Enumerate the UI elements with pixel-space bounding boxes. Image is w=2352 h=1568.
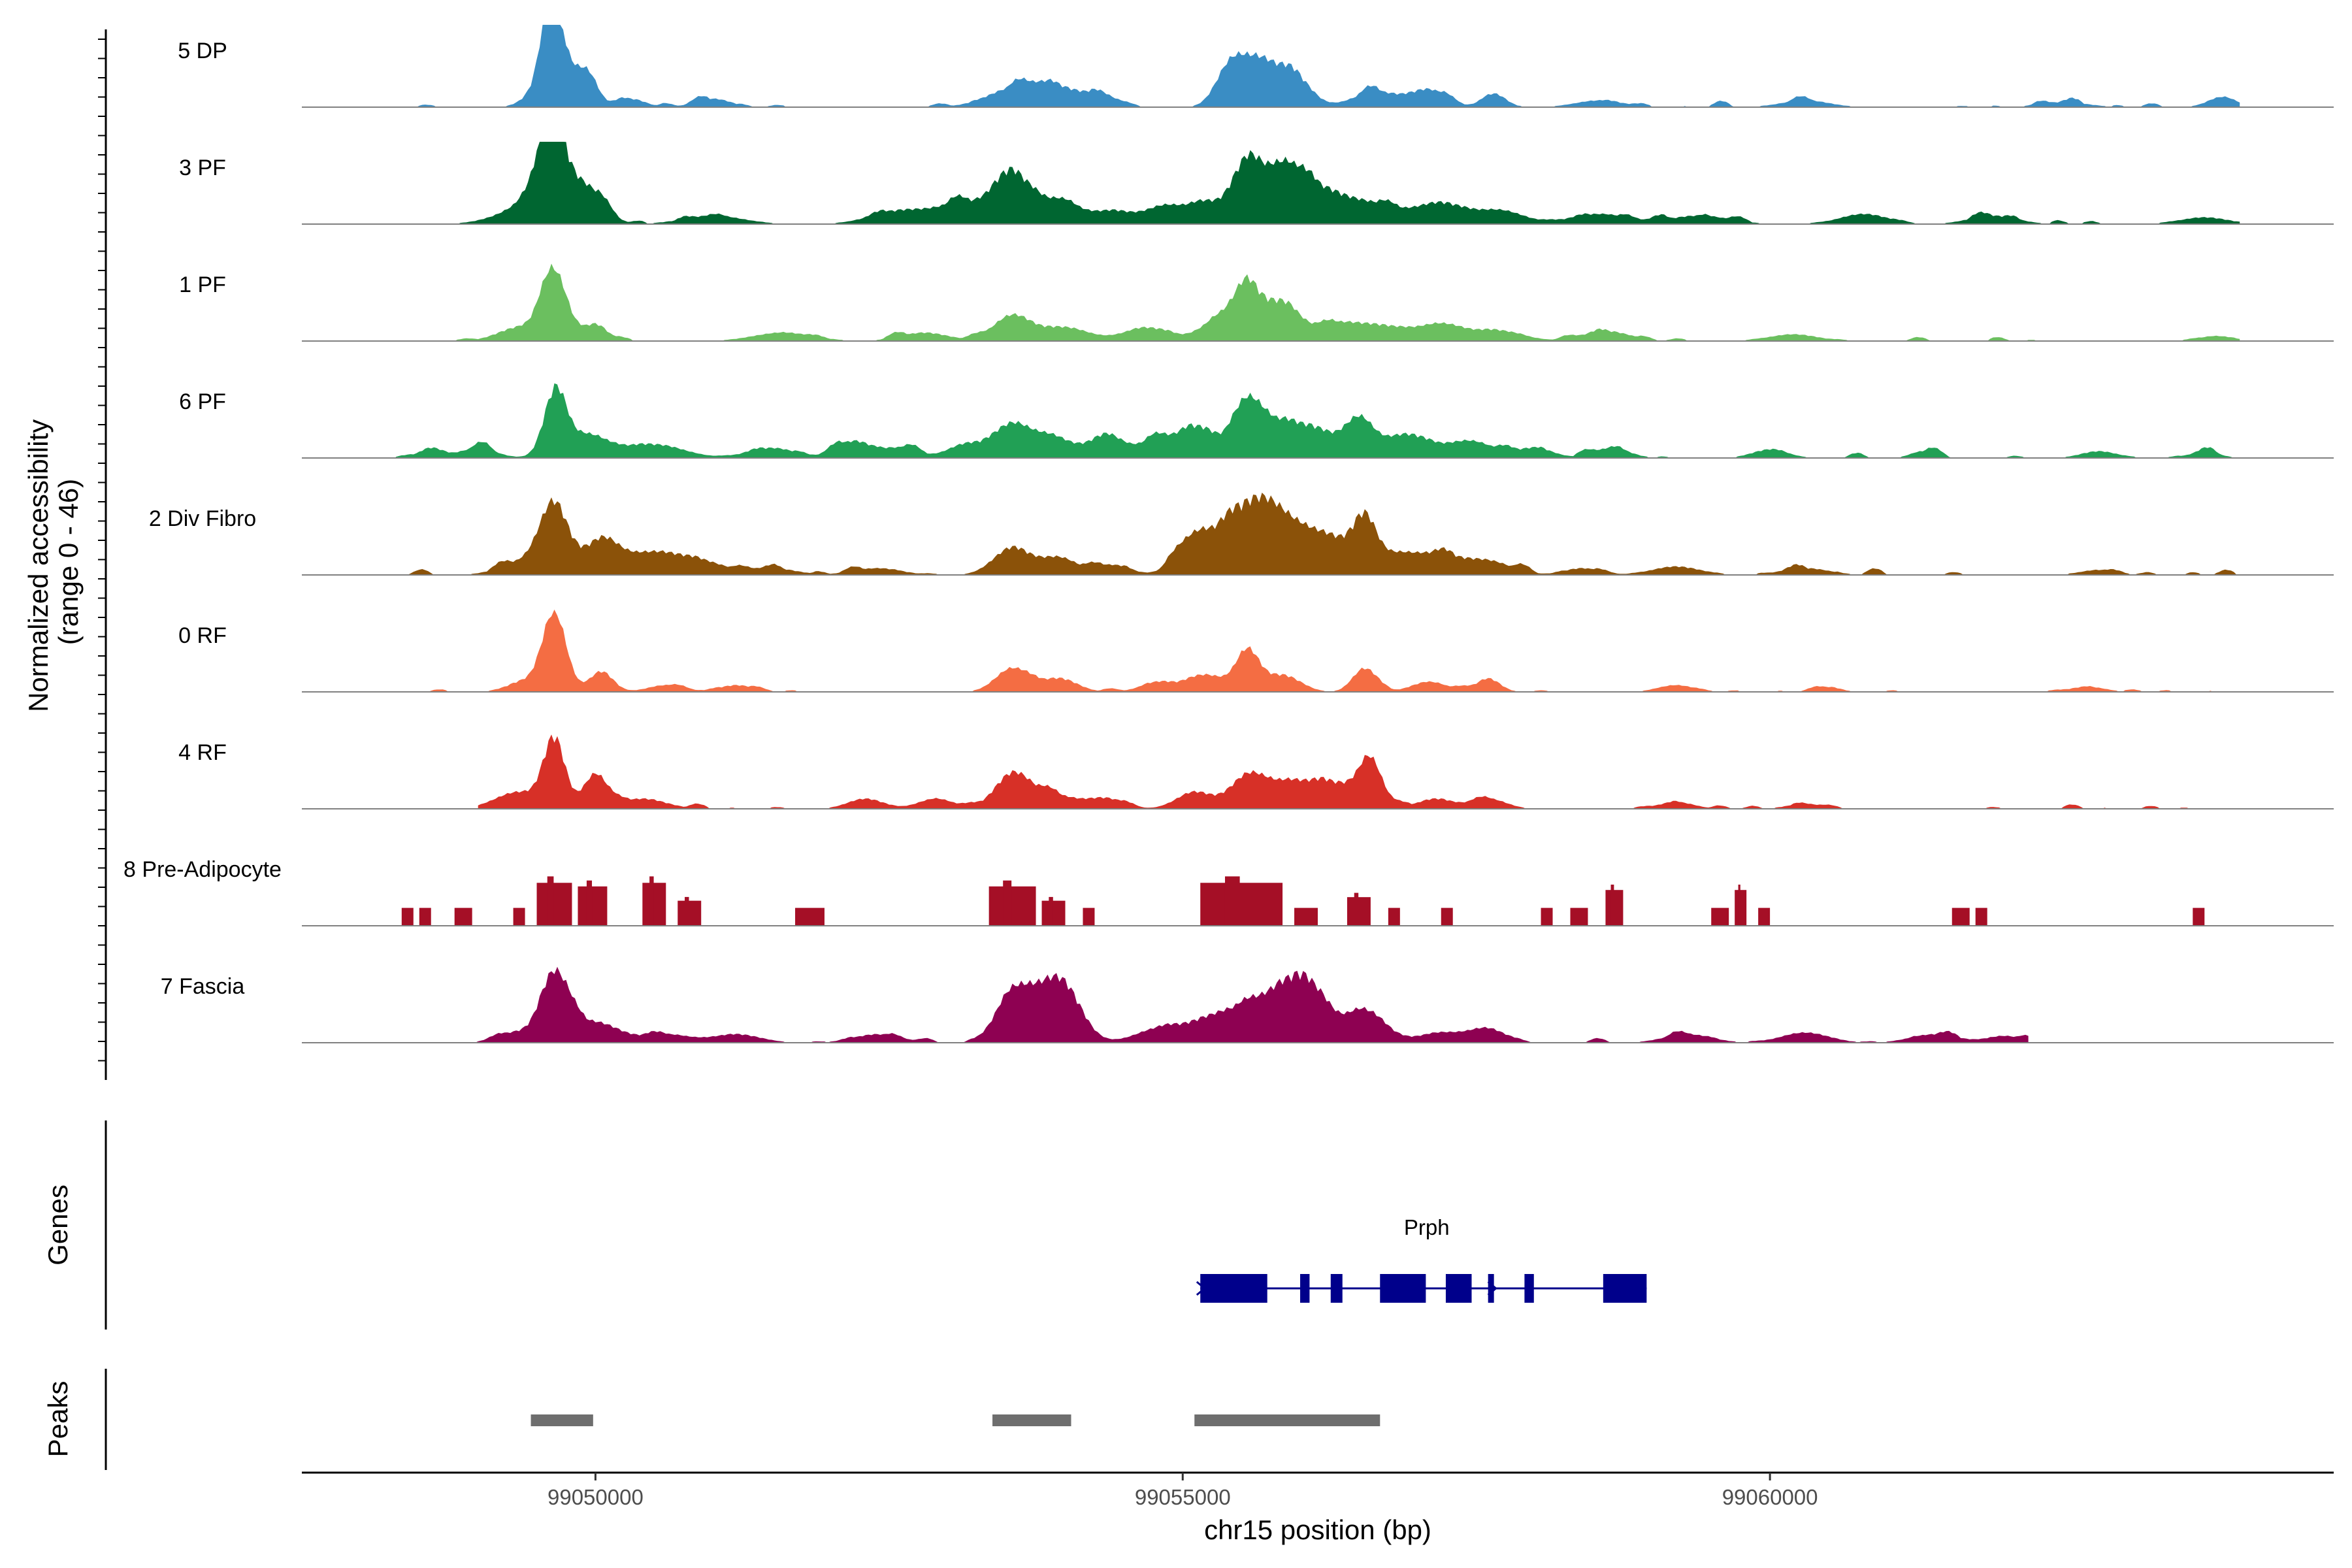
coverage-block bbox=[536, 883, 572, 926]
peak-region bbox=[531, 1414, 593, 1426]
peak-region bbox=[992, 1414, 1071, 1426]
coverage-area bbox=[395, 493, 2240, 575]
coverage-block bbox=[1605, 890, 1624, 926]
coverage-block bbox=[454, 907, 472, 926]
x-tick-label: 99060000 bbox=[1722, 1485, 1818, 1509]
coverage-area bbox=[395, 25, 2240, 107]
exon bbox=[1380, 1274, 1426, 1303]
coverage-y-ticks bbox=[98, 39, 106, 1062]
track-label: 8 Pre-Adipocyte bbox=[123, 857, 282, 882]
track-3-pf: 3 PF bbox=[179, 142, 2334, 225]
y-axis-title-line-2: (range 0 - 46) bbox=[53, 479, 84, 645]
exon bbox=[1330, 1274, 1343, 1303]
gene-name-label: Prph bbox=[1404, 1215, 1450, 1239]
coverage-block-peak bbox=[649, 876, 654, 926]
exon bbox=[1524, 1274, 1534, 1303]
coverage-tracks: 5 DP 3 PF 1 PF 6 PF 2 Div Fibro 0 RF 4 RF 8 Pre… bbox=[123, 25, 2334, 1043]
coverage-block-peak bbox=[1049, 896, 1053, 926]
coverage-block bbox=[1735, 890, 1747, 926]
x-ticks: 99050000 99055000 99060000 bbox=[547, 1473, 1818, 1509]
track-label: 6 PF bbox=[179, 389, 226, 414]
track-6-pf: 6 PF bbox=[179, 383, 2334, 459]
exon bbox=[1200, 1274, 1267, 1303]
gene-prph: Prph bbox=[1196, 1215, 1647, 1303]
x-axis-title: chr15 position (bp) bbox=[1204, 1514, 1431, 1545]
track-label: 1 PF bbox=[179, 272, 226, 297]
coverage-block bbox=[988, 886, 1036, 926]
exon bbox=[1603, 1274, 1647, 1303]
track-label: 2 Div Fibro bbox=[149, 506, 256, 531]
coverage-block-peak bbox=[1738, 885, 1740, 926]
track-label: 4 RF bbox=[178, 740, 227, 765]
coverage-block bbox=[1347, 897, 1371, 926]
track-label: 5 DP bbox=[178, 39, 227, 63]
coverage-area bbox=[395, 966, 2029, 1043]
x-tick-label: 99055000 bbox=[1135, 1485, 1231, 1509]
exon bbox=[1488, 1274, 1494, 1303]
track-0-rf: 0 RF bbox=[178, 610, 2334, 693]
track-label: 7 Fascia bbox=[161, 974, 245, 999]
track-8-pre-adipocyte: 8 Pre-Adipocyte bbox=[123, 857, 2334, 926]
peak-region bbox=[1194, 1414, 1380, 1426]
coverage-block-peak bbox=[586, 880, 593, 926]
coverage-block bbox=[1952, 907, 1970, 926]
coverage-block bbox=[1711, 907, 1729, 926]
track-label: 3 PF bbox=[179, 155, 226, 180]
coverage-area bbox=[395, 383, 2240, 458]
coverage-block bbox=[1294, 907, 1318, 926]
coverage-block-peak bbox=[1003, 880, 1012, 926]
coverage-block bbox=[1200, 883, 1283, 926]
coverage-block bbox=[678, 900, 702, 926]
coverage-block-peak bbox=[1354, 892, 1359, 926]
coverage-block-peak bbox=[1224, 876, 1240, 926]
coverage-block bbox=[1758, 907, 1771, 926]
coverage-area bbox=[395, 610, 2240, 692]
coverage-block bbox=[1041, 900, 1066, 926]
coverage-block bbox=[1441, 907, 1453, 926]
coverage-block bbox=[1388, 907, 1400, 926]
track-2-div-fibro: 2 Div Fibro bbox=[149, 493, 2334, 576]
coverage-block bbox=[1541, 907, 1553, 926]
coverage-block bbox=[1570, 907, 1588, 926]
coverage-area bbox=[478, 734, 2240, 809]
coverage-block bbox=[513, 907, 525, 926]
coverage-block bbox=[642, 883, 666, 926]
coverage-block bbox=[1975, 907, 1987, 926]
exon bbox=[1300, 1274, 1310, 1303]
coverage-y-axis-title: Normalized accessibility (range 0 - 46) bbox=[23, 412, 84, 712]
x-tick-label: 99050000 bbox=[547, 1485, 644, 1509]
coverage-block bbox=[1083, 907, 1095, 926]
genes-panel-title: Genes bbox=[42, 1184, 73, 1266]
coverage-block bbox=[795, 907, 825, 926]
coverage-block bbox=[419, 907, 431, 926]
track-1-pf: 1 PF bbox=[179, 263, 2334, 342]
track-7-fascia: 7 Fascia bbox=[161, 966, 2334, 1043]
track-label: 0 RF bbox=[178, 623, 227, 648]
exon bbox=[1445, 1274, 1472, 1303]
coverage-block bbox=[2193, 907, 2205, 926]
peak-track bbox=[531, 1414, 1380, 1426]
coverage-block-peak bbox=[547, 876, 554, 926]
y-axis-title-line-1: Normalized accessibility bbox=[23, 419, 54, 712]
track-4-rf: 4 RF bbox=[178, 734, 2334, 809]
coverage-block bbox=[401, 907, 414, 926]
gene-track: Prph bbox=[1196, 1215, 1647, 1303]
coverage-area bbox=[395, 142, 2240, 224]
peaks-panel-title: Peaks bbox=[42, 1381, 73, 1458]
coverage-block bbox=[578, 886, 608, 926]
coverage-block-peak bbox=[1610, 885, 1614, 926]
coverage-block-peak bbox=[685, 896, 689, 926]
track-5-dp: 5 DP bbox=[178, 25, 2334, 108]
coverage-area bbox=[395, 263, 2240, 341]
